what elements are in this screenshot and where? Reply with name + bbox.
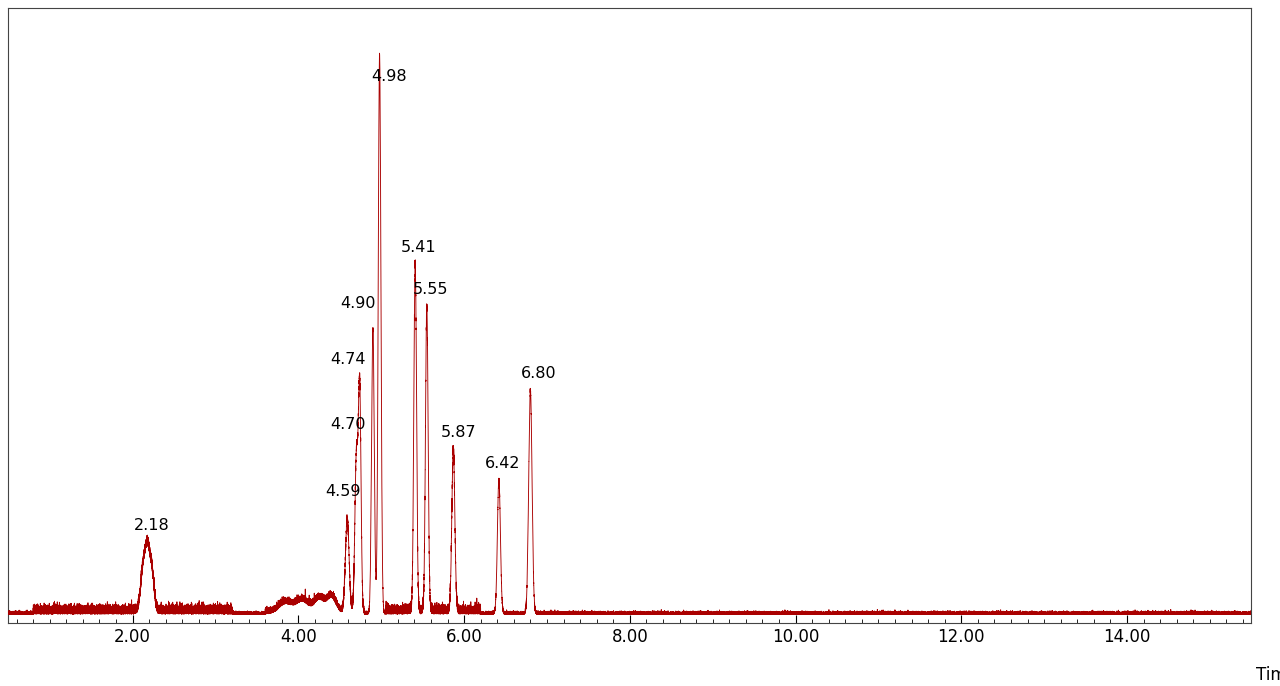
Text: 4.59: 4.59 <box>325 484 361 499</box>
Text: 5.87: 5.87 <box>440 425 476 440</box>
Text: 6.42: 6.42 <box>485 456 520 471</box>
Text: 5.55: 5.55 <box>412 282 448 297</box>
Text: 2.18: 2.18 <box>134 518 170 533</box>
Text: 4.98: 4.98 <box>371 69 407 84</box>
X-axis label: Time: Time <box>1256 665 1280 684</box>
Text: 5.41: 5.41 <box>401 240 436 255</box>
Text: 6.80: 6.80 <box>521 366 556 381</box>
Text: 4.74: 4.74 <box>330 353 365 368</box>
Text: 4.90: 4.90 <box>340 296 376 311</box>
Text: 4.70: 4.70 <box>330 417 365 432</box>
